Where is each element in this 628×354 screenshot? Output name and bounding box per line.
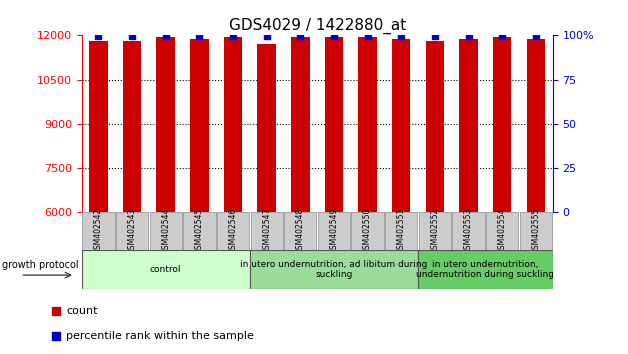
Bar: [385, 212, 418, 250]
Text: GSM402548: GSM402548: [296, 208, 305, 254]
Bar: [82, 212, 114, 250]
Text: control: control: [150, 265, 181, 274]
Bar: [89, 41, 108, 212]
Point: [362, 33, 372, 39]
Text: GSM402554: GSM402554: [497, 208, 507, 254]
Bar: [217, 212, 249, 250]
Text: in utero undernutrition, ad libitum during
suckling: in utero undernutrition, ad libitum duri…: [241, 260, 428, 279]
Bar: [359, 37, 377, 212]
Point: [161, 33, 171, 39]
Bar: [493, 37, 511, 212]
Point: [295, 33, 305, 39]
Text: GSM402546: GSM402546: [229, 208, 237, 254]
Text: GSM402549: GSM402549: [330, 208, 338, 254]
Bar: [149, 212, 182, 250]
Point: [497, 33, 507, 39]
Bar: [156, 37, 175, 212]
Text: growth protocol: growth protocol: [2, 260, 78, 270]
Bar: [284, 212, 317, 250]
Bar: [352, 212, 384, 250]
Text: GSM402542: GSM402542: [94, 208, 103, 254]
Bar: [251, 212, 283, 250]
Bar: [190, 39, 208, 212]
Text: percentile rank within the sample: percentile rank within the sample: [67, 331, 254, 341]
Bar: [520, 212, 552, 250]
Point: [228, 33, 238, 39]
Text: GSM402553: GSM402553: [464, 208, 473, 254]
Text: GSM402550: GSM402550: [363, 208, 372, 254]
Point: [463, 33, 474, 39]
Point: [396, 33, 406, 39]
Point: [329, 33, 339, 39]
Bar: [250, 250, 418, 289]
Point: [127, 33, 137, 39]
Point: [531, 33, 541, 39]
Bar: [526, 39, 545, 212]
Point: [360, 190, 371, 196]
Bar: [486, 212, 518, 250]
Bar: [426, 41, 444, 212]
Bar: [392, 39, 411, 212]
Text: GSM402544: GSM402544: [161, 208, 170, 254]
Text: GSM402555: GSM402555: [531, 208, 540, 254]
Bar: [459, 39, 478, 212]
Bar: [418, 250, 553, 289]
Bar: [452, 212, 485, 250]
Text: GSM402552: GSM402552: [430, 208, 440, 254]
Text: in utero undernutrition,
undernutrition during suckling: in utero undernutrition, undernutrition …: [416, 260, 555, 279]
Bar: [123, 41, 141, 212]
Bar: [183, 212, 215, 250]
Point: [94, 33, 104, 39]
Bar: [325, 37, 344, 212]
Bar: [257, 44, 276, 212]
Text: GSM402547: GSM402547: [262, 208, 271, 254]
Text: GSM402543: GSM402543: [127, 208, 137, 254]
Bar: [291, 37, 310, 212]
Bar: [224, 37, 242, 212]
Bar: [116, 212, 148, 250]
Text: GSM402551: GSM402551: [397, 208, 406, 254]
Point: [430, 33, 440, 39]
Point: [195, 33, 205, 39]
Bar: [82, 250, 250, 289]
Point: [262, 33, 272, 39]
Bar: [318, 212, 350, 250]
Text: GSM402545: GSM402545: [195, 208, 204, 254]
Bar: [419, 212, 451, 250]
Title: GDS4029 / 1422880_at: GDS4029 / 1422880_at: [229, 18, 406, 34]
Text: count: count: [67, 306, 98, 316]
